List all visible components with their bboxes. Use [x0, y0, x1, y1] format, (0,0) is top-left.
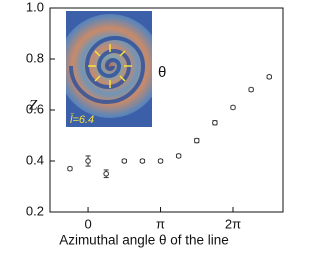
y-tick-label: 0.8	[26, 50, 44, 65]
inset-label: l̄=6.4	[70, 113, 94, 126]
point	[230, 104, 236, 111]
y-tick-label: 0.2	[26, 203, 44, 218]
y-axis-label: Z	[29, 97, 38, 113]
x-tick-label: π	[156, 216, 165, 231]
y-tick-label: 0.6	[26, 101, 44, 116]
y-tick-label: 1.0	[26, 0, 44, 14]
x-axis-label: Azimuthal angle θ of the line	[59, 233, 229, 248]
point	[266, 74, 273, 80]
point	[85, 158, 91, 164]
point	[248, 86, 254, 93]
inset-image	[66, 11, 152, 127]
point	[121, 158, 128, 164]
point	[157, 158, 164, 164]
point	[103, 170, 109, 177]
x-tick-label: 0	[84, 216, 91, 231]
point	[193, 137, 200, 144]
point	[175, 153, 182, 159]
y-tick-label: 0.4	[26, 152, 44, 167]
point	[67, 165, 73, 172]
inset-label: θ	[158, 64, 166, 81]
x-tick-label: 2π	[225, 216, 241, 231]
chart: θ l̄=6.4 Azimuthal angle θ of the line Z…	[26, 0, 284, 248]
point	[139, 158, 146, 164]
point	[212, 119, 218, 126]
